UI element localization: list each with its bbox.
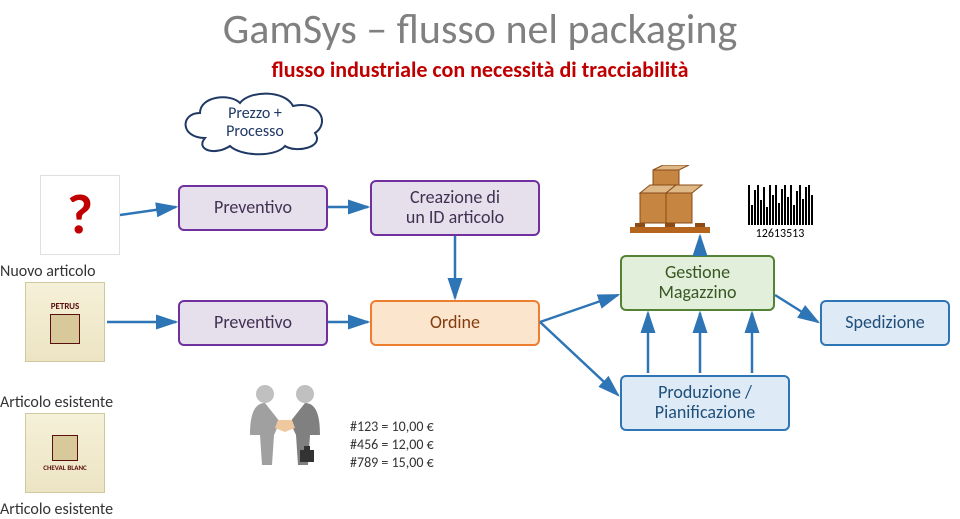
price-line-3: #789 = 15,00 € — [350, 454, 434, 472]
label-articolo-esistente-2: Articolo esistente — [0, 500, 113, 519]
gestione-line2: Magazzino — [658, 283, 736, 303]
cloud-prezzo-processo: Prezzo + Processo — [175, 88, 335, 158]
box-produzione: Produzione / Pianificazione — [620, 375, 790, 431]
cloud-line1: Prezzo + — [226, 105, 284, 123]
price-line-1: #123 = 10,00 € — [350, 418, 434, 436]
price-line-2: #456 = 12,00 € — [350, 436, 434, 454]
box-creazione-id: Creazione di un ID articolo — [370, 180, 540, 236]
wine-label-petrus: PETRUS — [25, 282, 105, 362]
question-mark-box: ? — [40, 175, 120, 255]
box-gestione-magazzino: Gestione Magazzino — [620, 255, 775, 311]
barcode-icon: 12613513 — [740, 185, 820, 240]
barcode-number: 12613513 — [756, 227, 805, 241]
creazione-line2: un ID articolo — [406, 208, 504, 228]
pallet-icon — [625, 165, 715, 235]
cloud-line2: Processo — [226, 123, 284, 141]
produzione-line2: Pianificazione — [655, 403, 755, 423]
page-title: GamSys – flusso nel packaging — [0, 4, 960, 55]
page-subtitle: flusso industriale con necessità di trac… — [0, 56, 960, 83]
price-list: #123 = 10,00 € #456 = 12,00 € #789 = 15,… — [350, 418, 434, 473]
box-preventivo-1: Preventivo — [178, 185, 328, 231]
box-spedizione: Spedizione — [820, 300, 950, 346]
label-nuovo-articolo: Nuovo articolo — [0, 262, 96, 281]
wine-label-cheval: CHEVAL BLANC — [25, 413, 105, 493]
wine2-text: CHEVAL BLANC — [43, 463, 87, 472]
handshake-icon — [240, 380, 330, 470]
wine1-text: PETRUS — [51, 301, 80, 312]
box-preventivo-2: Preventivo — [178, 300, 328, 346]
label-articolo-esistente-1: Articolo esistente — [0, 393, 113, 412]
box-ordine: Ordine — [370, 300, 540, 346]
